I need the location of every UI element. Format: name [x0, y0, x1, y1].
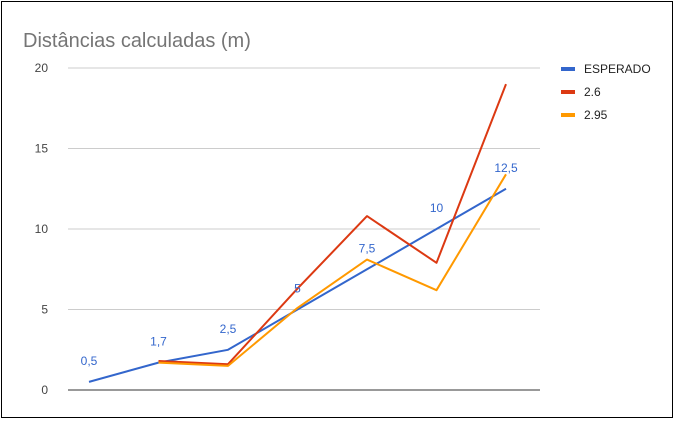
data-label: 0,5 — [81, 354, 98, 368]
data-label: 1,7 — [150, 335, 167, 349]
legend-label: 2.6 — [584, 85, 601, 99]
series-line-1 — [158, 83, 507, 366]
legend-swatch — [561, 90, 575, 94]
series-lines — [88, 83, 507, 383]
data-label: 10 — [430, 201, 444, 215]
legend-swatch — [561, 67, 575, 71]
data-label: 2,5 — [220, 322, 237, 336]
chart-frame: Distâncias calculadas (m) 0 5 10 15 20 0,5 1,… — [1, 1, 673, 418]
data-label: 12,5 — [494, 161, 518, 175]
y-tick-label: 5 — [41, 303, 48, 317]
data-label: 5 — [294, 282, 301, 296]
y-tick-label: 15 — [35, 142, 49, 156]
y-tick-label: 10 — [35, 222, 49, 236]
grid-lines — [68, 67, 540, 391]
legend-swatch — [561, 113, 575, 117]
y-tick-label: 0 — [41, 383, 48, 397]
y-tick-label: 20 — [35, 61, 49, 75]
chart-title: Distâncias calculadas (m) — [23, 30, 251, 52]
series-line-2 — [158, 173, 507, 367]
data-label: 7,5 — [359, 241, 376, 255]
y-axis-ticks: 0 5 10 15 20 — [35, 61, 49, 397]
data-labels: 0,5 1,7 2,5 5 7,5 10 12,5 — [81, 161, 518, 368]
legend-label: 2.95 — [584, 108, 608, 122]
legend-label: ESPERADO — [584, 62, 651, 76]
legend: ESPERADO 2.6 2.95 — [561, 62, 651, 122]
line-chart: Distâncias calculadas (m) 0 5 10 15 20 0,5 1,… — [23, 30, 651, 397]
